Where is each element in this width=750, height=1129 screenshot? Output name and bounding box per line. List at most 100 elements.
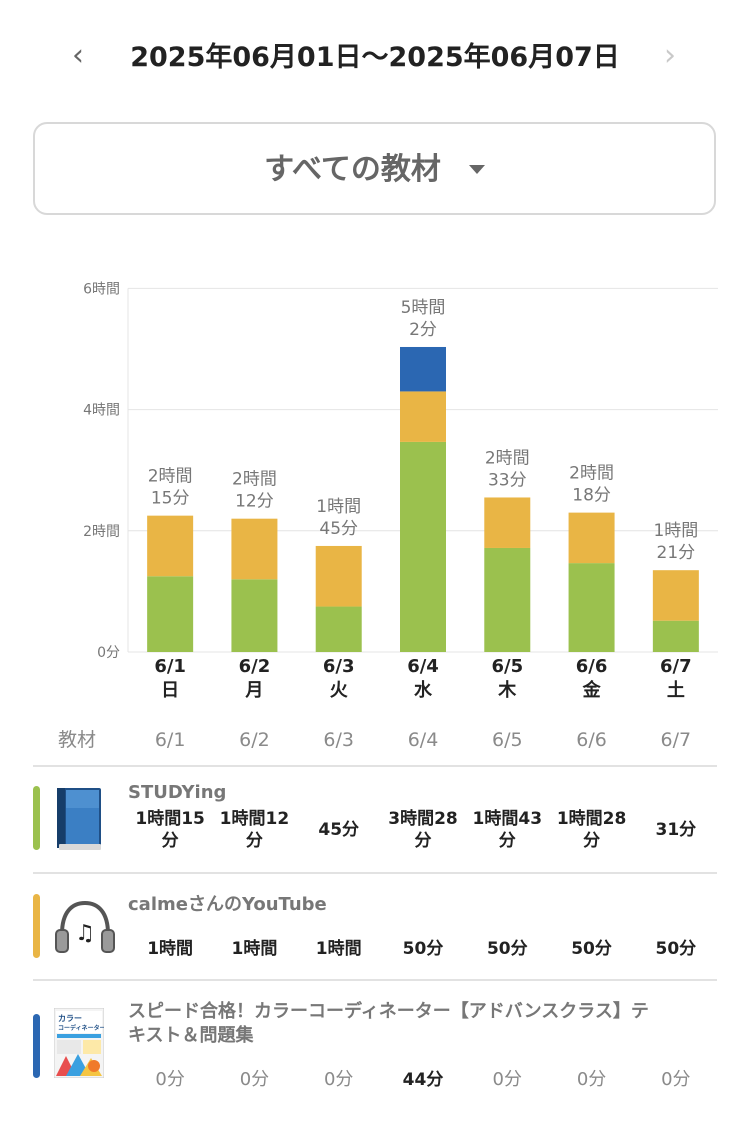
time-cell: 0分 [661, 1069, 691, 1090]
series-color-bar-studying [33, 786, 40, 850]
time-cell: 0分 [155, 1069, 185, 1090]
bar-segment [147, 576, 194, 652]
bar-segment [315, 545, 362, 607]
bar-total-label: 2時間 [232, 470, 277, 490]
y-tick-label: 2時間 [83, 524, 120, 540]
bar-segment [231, 579, 278, 652]
series-color-bar-youtube [33, 894, 40, 958]
bar-segment [484, 497, 531, 548]
date-range-title: 2025年06月01日〜2025年06月07日 [130, 42, 620, 73]
material-filter-value: すべての教材 [264, 152, 441, 187]
x-tick-date: 6/6 [576, 656, 608, 677]
date-column-header: 6/2 [239, 729, 270, 751]
x-tick-day: 土 [667, 680, 685, 701]
bar-segment [400, 391, 446, 442]
bar-total-label: 45分 [319, 519, 358, 539]
bar-total-label: 12分 [235, 492, 274, 512]
bar-total-label: 18分 [572, 486, 611, 506]
bar-total-label: 2分 [409, 320, 437, 340]
divider [33, 872, 717, 874]
time-cell: 1時間 [147, 939, 194, 959]
cover-title: カラー [58, 1014, 82, 1023]
time-cell: 44分 [402, 1070, 444, 1090]
time-cell: 1時間28 分 [556, 809, 627, 851]
time-cell: 50分 [486, 939, 528, 959]
row-title-youtube: calmeさんのYouTube [128, 894, 327, 915]
book-icon [54, 786, 104, 852]
svg-text:♫: ♫ [75, 921, 95, 946]
bar-segment [568, 563, 615, 652]
time-cell: 0分 [323, 1069, 354, 1090]
study-time-chart: 0分2時間4時間6時間2時間15分6/1日2時間12分6/2月1時間45分6/3… [83, 281, 718, 701]
bar-total-label: 5時間 [401, 298, 446, 318]
bar-total-label: 2時間 [485, 448, 530, 468]
time-cell: 0分 [492, 1069, 522, 1090]
row-title-speed-line1: スピード合格！カラーコーディネーター【アドバンスクラス】テ [128, 1001, 649, 1022]
time-cell: 1時間43 分 [472, 809, 543, 851]
time-cell: 50分 [402, 939, 444, 959]
x-tick-day: 木 [497, 679, 517, 701]
headphones-icon: ♫ [54, 898, 116, 956]
x-tick-day: 水 [414, 679, 433, 701]
date-column-header: 6/5 [491, 729, 523, 751]
date-column-header: 6/4 [407, 729, 439, 751]
x-tick-date: 6/2 [239, 656, 271, 677]
textbook-cover-icon: カラー コーディネーター [53, 1007, 106, 1079]
time-cell: 1時間 [231, 939, 278, 959]
bar-segment [568, 512, 615, 564]
next-week-button[interactable]: › [664, 38, 676, 73]
bar-segment [400, 346, 446, 392]
x-tick-date: 6/1 [154, 656, 186, 677]
time-cell: 3時間28 分 [388, 809, 458, 851]
y-tick-label: 0分 [97, 645, 120, 661]
bar-total-label: 33分 [488, 470, 527, 490]
divider [33, 979, 717, 981]
bar-segment [652, 620, 699, 652]
bar-segment [400, 441, 446, 652]
time-cell: 45分 [318, 820, 360, 840]
x-tick-day: 金 [582, 679, 602, 701]
x-tick-day: 火 [330, 680, 349, 701]
y-tick-label: 4時間 [83, 403, 120, 419]
table-header: 教材 6/1 6/2 6/3 6/4 6/5 6/6 6/7 [33, 725, 717, 765]
bar-total-label: 2時間 [569, 464, 614, 484]
time-cell: 0分 [239, 1069, 270, 1090]
divider [33, 765, 717, 767]
date-column-header: 6/1 [154, 729, 186, 751]
time-cell: 1時間15 分 [135, 809, 205, 851]
bar-segment [484, 547, 531, 652]
time-cell: 0分 [576, 1069, 607, 1090]
bar-total-label: 1時間 [653, 521, 698, 541]
x-tick-date: 6/3 [323, 656, 355, 677]
series-color-bar-speed [33, 1014, 40, 1078]
x-tick-day: 日 [161, 680, 179, 701]
row-title-speed-line2: キスト＆問題集 [128, 1025, 254, 1046]
bar-segment [315, 606, 362, 652]
time-cell: 31分 [655, 820, 697, 840]
bar-total-label: 21分 [657, 543, 696, 563]
time-cell: 1時間12 分 [219, 809, 290, 851]
bar-segment [147, 515, 194, 577]
prev-week-button[interactable]: ‹ [72, 38, 84, 73]
date-column-header: 6/6 [576, 729, 607, 751]
bar-segment [231, 518, 278, 580]
material-filter-select[interactable]: すべての教材 [33, 122, 716, 215]
bar-total-label: 15分 [151, 489, 190, 509]
date-column-header: 6/7 [660, 729, 692, 751]
cover-subtitle: コーディネーター [58, 1024, 104, 1032]
row-title-studying: STUDYing [128, 782, 227, 803]
time-cell: 50分 [571, 939, 612, 959]
x-tick-date: 6/4 [407, 656, 439, 677]
x-tick-date: 6/7 [660, 656, 692, 677]
time-cell: 50分 [655, 939, 697, 959]
bar-total-label: 1時間 [316, 497, 361, 517]
caret-down-icon [468, 165, 485, 174]
date-column-header: 6/3 [323, 729, 354, 751]
x-tick-date: 6/5 [491, 656, 523, 677]
bar-segment [652, 570, 699, 621]
material-column-header: 教材 [57, 729, 96, 751]
y-tick-label: 6時間 [83, 281, 120, 297]
time-cell: 1時間 [315, 939, 362, 959]
x-tick-day: 月 [244, 680, 263, 701]
bar-total-label: 2時間 [148, 467, 193, 487]
